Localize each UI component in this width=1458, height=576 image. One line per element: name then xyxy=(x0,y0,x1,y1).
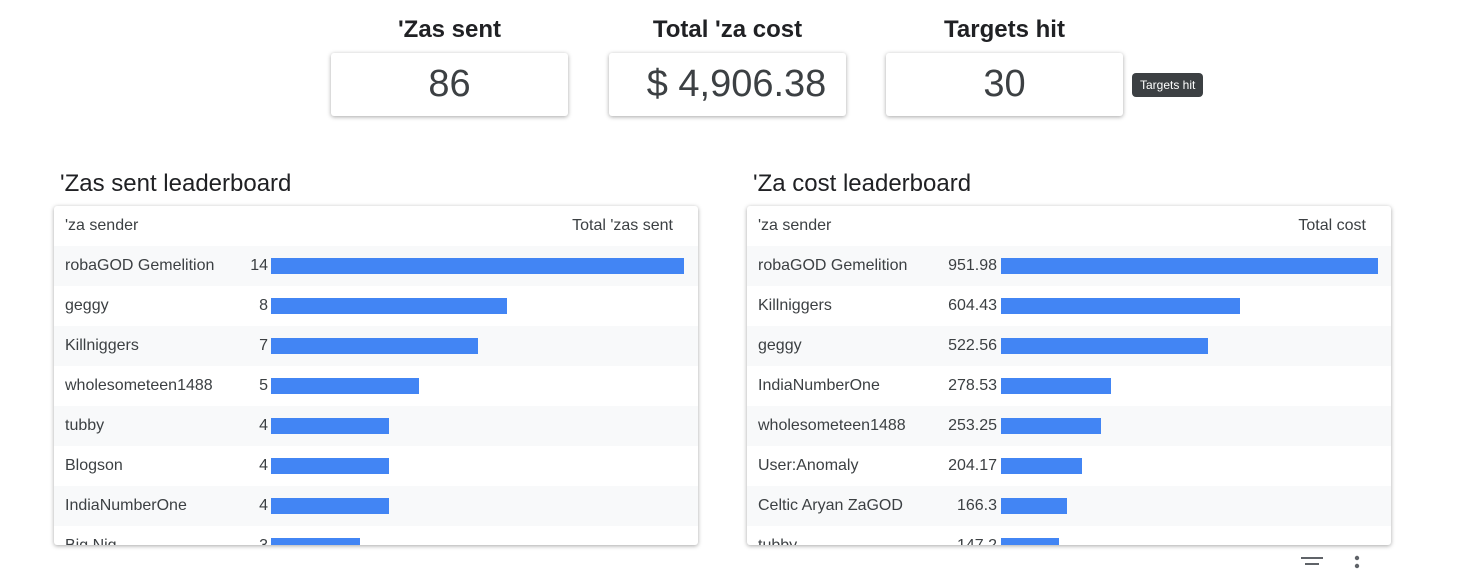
sender-name: IndiaNumberOne xyxy=(65,497,187,514)
value-bar xyxy=(1001,258,1378,274)
table-row[interactable]: Celtic Aryan ZaGOD 166.3 xyxy=(747,486,1391,526)
value-bar xyxy=(1001,418,1102,434)
table-row[interactable]: Blogson 4 xyxy=(54,446,698,486)
row-value: 4 xyxy=(259,497,268,514)
sender-name: wholesometeen1488 xyxy=(758,417,906,434)
table-row[interactable]: robaGOD Gemelition 14 xyxy=(54,246,698,286)
value-bar xyxy=(1001,298,1241,314)
row-value: 278.53 xyxy=(948,377,997,394)
filter-icon[interactable] xyxy=(1300,556,1324,575)
value-bar xyxy=(271,458,389,474)
row-value: 604.43 xyxy=(948,297,997,314)
sender-name: Celtic Aryan ZaGOD xyxy=(758,497,903,514)
row-value: 7 xyxy=(259,337,268,354)
row-value: 166.3 xyxy=(956,497,997,514)
row-value: 253.25 xyxy=(948,417,997,434)
sender-name: IndiaNumberOne xyxy=(758,377,880,394)
table-header: 'za sender Total 'zas sent xyxy=(54,206,698,246)
sender-name: robaGOD Gemelition xyxy=(758,257,908,274)
row-value: 204.17 xyxy=(948,457,997,474)
sender-name: Blogson xyxy=(65,457,123,474)
sender-name: User:Anomaly xyxy=(758,457,859,474)
more-options-icon[interactable] xyxy=(1354,555,1360,576)
table-row[interactable]: tubby 4 xyxy=(54,406,698,446)
column-header-value[interactable]: Total 'zas sent xyxy=(572,217,673,234)
sender-name: Killniggers xyxy=(758,297,832,314)
row-value: 147.2 xyxy=(957,537,997,545)
value-bar xyxy=(1001,378,1112,394)
table-row[interactable]: geggy 8 xyxy=(54,286,698,326)
table-row[interactable]: wholesometeen1488 5 xyxy=(54,366,698,406)
sender-name: geggy xyxy=(758,337,802,354)
tooltip: Targets hit xyxy=(1132,73,1204,97)
leaderboard-title-cost: 'Za cost leaderboard xyxy=(753,170,972,197)
value-bar xyxy=(271,498,389,514)
value-bar xyxy=(271,258,684,274)
leaderboard-cost[interactable]: 'za sender Total cost robaGOD Gemelition… xyxy=(747,206,1391,545)
table-row[interactable]: geggy 522.56 xyxy=(747,326,1391,366)
table-row[interactable]: IndiaNumberOne 4 xyxy=(54,486,698,526)
table-row[interactable]: wholesometeen1488 253.25 xyxy=(747,406,1391,446)
sender-name: wholesometeen1488 xyxy=(65,377,213,394)
sender-name: Killniggers xyxy=(65,337,139,354)
toolbar xyxy=(1300,555,1360,576)
table-row[interactable]: Killniggers 7 xyxy=(54,326,698,366)
sender-name: robaGOD Gemelition xyxy=(65,257,215,274)
value-bar xyxy=(271,338,478,354)
table-row[interactable]: User:Anomaly 204.17 xyxy=(747,446,1391,486)
sender-name: tubby xyxy=(758,537,797,545)
value-bar xyxy=(1001,458,1082,474)
table-row[interactable]: robaGOD Gemelition 951.98 xyxy=(747,246,1391,286)
row-value: 3 xyxy=(259,537,268,545)
row-value: 4 xyxy=(259,417,268,434)
value-bar xyxy=(1001,538,1060,545)
leaderboard-title-zas-sent: 'Zas sent leaderboard xyxy=(60,170,292,197)
sender-name: geggy xyxy=(65,297,109,314)
column-header-sender[interactable]: 'za sender xyxy=(758,217,832,234)
column-header-value[interactable]: Total cost xyxy=(1298,217,1366,234)
value-bar xyxy=(271,418,389,434)
row-value: 14 xyxy=(250,257,268,274)
kpi-card-zas-sent[interactable]: 86 xyxy=(331,53,568,116)
row-value: 8 xyxy=(259,297,268,314)
table-header: 'za sender Total cost xyxy=(747,206,1391,246)
sender-name: tubby xyxy=(65,417,105,434)
value-bar xyxy=(1001,338,1208,354)
table-row[interactable]: tubby 147.2 xyxy=(747,526,1391,545)
table-row[interactable]: Killniggers 604.43 xyxy=(747,286,1391,326)
kpi-card-targets-hit[interactable]: 30 xyxy=(886,53,1123,116)
row-value: 951.98 xyxy=(948,257,997,274)
row-value: 5 xyxy=(259,377,268,394)
value-bar xyxy=(1001,498,1067,514)
table-body: robaGOD Gemelition 14 geggy 8 Killniggers 7 wh… xyxy=(54,246,698,545)
value-bar xyxy=(271,298,507,314)
kpi-title-zas-sent: 'Zas sent xyxy=(397,16,502,43)
kpi-card-total-cost[interactable]: $ 4,906.38 xyxy=(609,53,846,116)
kpi-title-targets-hit: Targets hit xyxy=(944,16,1065,43)
sender-name: Big Nig xyxy=(65,537,117,545)
row-value: 4 xyxy=(259,457,268,474)
table-body: robaGOD Gemelition 951.98 Killniggers 604.4… xyxy=(747,246,1391,545)
leaderboard-zas-sent[interactable]: 'za sender Total 'zas sent robaGOD Gemel… xyxy=(54,206,698,545)
table-row[interactable]: IndiaNumberOne 278.53 xyxy=(747,366,1391,406)
value-bar xyxy=(271,538,360,545)
value-bar xyxy=(271,378,419,394)
kpi-title-total-cost: Total 'za cost xyxy=(652,16,803,43)
row-value: 522.56 xyxy=(948,337,997,354)
table-row[interactable]: Big Nig 3 xyxy=(54,526,698,545)
column-header-sender[interactable]: 'za sender xyxy=(65,217,139,234)
